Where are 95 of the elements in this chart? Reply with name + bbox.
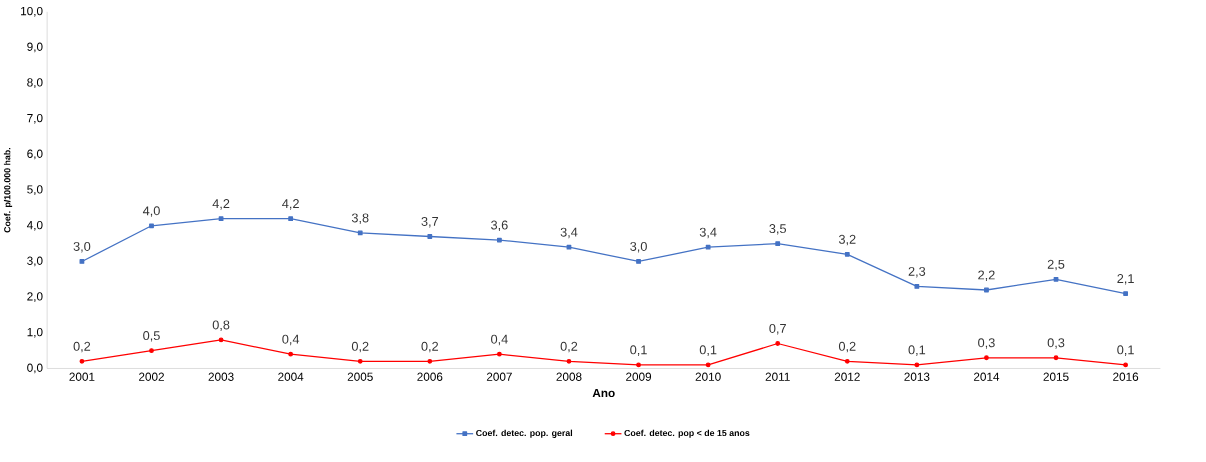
point: [566, 244, 572, 250]
y-tick-label: 10,0: [21, 7, 43, 17]
y-tick-label: 4,0: [26, 221, 43, 231]
point: [496, 237, 502, 243]
y-tick-label: 8,0: [27, 78, 43, 89]
data-label: 0,1: [630, 345, 647, 356]
x-tick-label: 2012: [834, 372, 860, 381]
data-label: 3,4: [560, 227, 578, 239]
point: [1123, 291, 1129, 297]
y-tick-label: 7,0: [27, 114, 43, 124]
y-tick-label: 5,0: [27, 185, 43, 196]
x-tick-label: 2015: [1043, 372, 1069, 381]
data-label: 0,2: [421, 341, 439, 353]
point: [984, 287, 989, 293]
y-tick-label: 2,0: [27, 292, 43, 303]
x-tick-label: 2005: [347, 372, 373, 381]
point: [218, 216, 224, 222]
y-tick-label: 9,0: [27, 42, 43, 53]
x-tick-label: 2014: [973, 372, 1000, 381]
data-label: 2,1: [1117, 274, 1134, 285]
data-label: 3,0: [630, 242, 647, 253]
y-tick-label: 3,0: [27, 256, 43, 267]
data-label: 0,4: [491, 334, 508, 346]
point: [844, 359, 850, 364]
point: [1123, 362, 1129, 368]
x-tick-label: 2013: [904, 372, 930, 381]
data-label: 3,4: [699, 227, 717, 239]
data-label: 2,2: [978, 270, 995, 282]
x-tick-label: 2011: [765, 372, 790, 381]
y-tick-label: 1,0: [27, 328, 43, 338]
point: [914, 284, 920, 289]
point: [705, 362, 711, 368]
data-label: 0,1: [1117, 345, 1134, 356]
data-label: 3,8: [351, 213, 369, 224]
x-tick-label: 2003: [208, 372, 234, 381]
point: [357, 359, 363, 364]
point: [775, 341, 781, 346]
point: [1053, 276, 1059, 282]
legend-label: Coef. detec. pop < de 15 anos: [624, 429, 750, 438]
y-tick-label: 0,0: [27, 363, 43, 374]
data-label: 2,3: [908, 266, 926, 278]
x-tick-label: 2007: [486, 372, 512, 381]
data-label: 0,5: [143, 331, 160, 342]
point: [496, 351, 502, 357]
x-tick-label: 2009: [626, 372, 652, 381]
point: [149, 223, 154, 229]
legend-label: Coef. detec. pop. geral: [476, 429, 573, 438]
data-label: 3,0: [73, 242, 91, 253]
point: [79, 359, 85, 364]
data-label: 0,2: [838, 341, 856, 353]
x-tick-label: 2004: [278, 372, 304, 381]
point: [984, 355, 989, 361]
x-tick-label: 2016: [1113, 372, 1139, 381]
data-label: 4,2: [212, 199, 230, 210]
point: [149, 348, 154, 354]
data-label: 0,3: [1047, 338, 1065, 349]
data-label: 4,0: [142, 206, 160, 217]
point: [705, 244, 711, 250]
data-label: 3,2: [838, 234, 856, 246]
point: [914, 362, 920, 368]
point: [288, 216, 294, 222]
data-label: 0,2: [351, 341, 369, 353]
data-label: 0,4: [282, 334, 300, 346]
data-label: 0,1: [699, 345, 717, 356]
point: [357, 230, 363, 236]
x-tick-label: 2002: [139, 372, 164, 381]
point: [427, 359, 433, 364]
point: [566, 359, 572, 364]
point: [636, 259, 641, 264]
x-tick-label: 2006: [417, 372, 443, 381]
point: [636, 362, 641, 368]
y-tick-label: 6,0: [27, 149, 43, 160]
data-label: 0,2: [73, 341, 91, 353]
data-label: 3,6: [491, 220, 508, 232]
data-label: 0,2: [560, 341, 578, 353]
x-axis-title: Ano: [592, 389, 615, 398]
point: [427, 234, 433, 239]
point: [1053, 355, 1059, 361]
data-label: 2,5: [1047, 259, 1065, 271]
x-tick-label: 2008: [556, 372, 582, 381]
data-label: 0,7: [769, 324, 786, 335]
point: [288, 351, 294, 357]
data-label: 3,5: [769, 224, 787, 235]
data-label: 0,8: [212, 320, 230, 331]
data-label: 3,7: [421, 217, 439, 228]
y-axis-title: Coef. p/100.000 hab.: [3, 148, 13, 233]
x-tick-label: 2001: [69, 372, 95, 381]
point: [218, 337, 224, 343]
data-label: 0,1: [908, 345, 926, 356]
point: [775, 241, 781, 247]
data-label: 4,2: [282, 199, 299, 210]
data-label: 0,3: [978, 338, 995, 349]
x-tick-label: 2010: [695, 372, 721, 381]
point: [79, 259, 85, 264]
point: [844, 252, 850, 257]
